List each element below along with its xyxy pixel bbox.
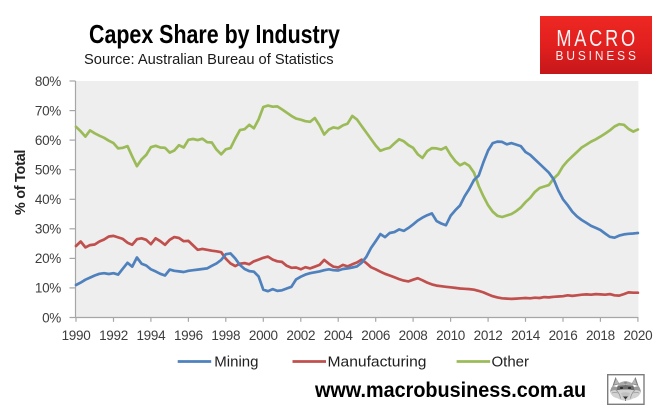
svg-text:2002: 2002	[286, 328, 315, 343]
svg-text:2016: 2016	[549, 328, 578, 343]
svg-text:2008: 2008	[399, 328, 428, 343]
svg-text:2000: 2000	[249, 328, 278, 343]
svg-text:2014: 2014	[511, 328, 541, 343]
svg-text:Mining: Mining	[214, 354, 258, 371]
svg-text:Manufacturing: Manufacturing	[328, 354, 427, 371]
svg-text:10%: 10%	[35, 281, 61, 296]
svg-text:80%: 80%	[35, 74, 61, 89]
svg-text:1992: 1992	[99, 328, 128, 343]
svg-text:2018: 2018	[586, 328, 615, 343]
svg-text:40%: 40%	[35, 192, 61, 207]
svg-text:60%: 60%	[35, 133, 61, 148]
svg-text:50%: 50%	[35, 163, 61, 178]
svg-text:2006: 2006	[361, 328, 390, 343]
svg-text:70%: 70%	[35, 103, 61, 118]
svg-text:20%: 20%	[35, 251, 61, 266]
svg-text:2010: 2010	[436, 328, 465, 343]
svg-text:2012: 2012	[474, 328, 503, 343]
svg-text:2004: 2004	[324, 328, 354, 343]
svg-text:1994: 1994	[136, 328, 166, 343]
svg-text:Other: Other	[492, 354, 530, 371]
svg-text:1996: 1996	[174, 328, 203, 343]
svg-text:1998: 1998	[211, 328, 240, 343]
svg-text:1990: 1990	[62, 328, 91, 343]
svg-text:0%: 0%	[42, 310, 61, 325]
svg-text:% of Total: % of Total	[13, 150, 29, 215]
svg-text:2020: 2020	[623, 328, 652, 343]
svg-text:30%: 30%	[35, 222, 61, 237]
